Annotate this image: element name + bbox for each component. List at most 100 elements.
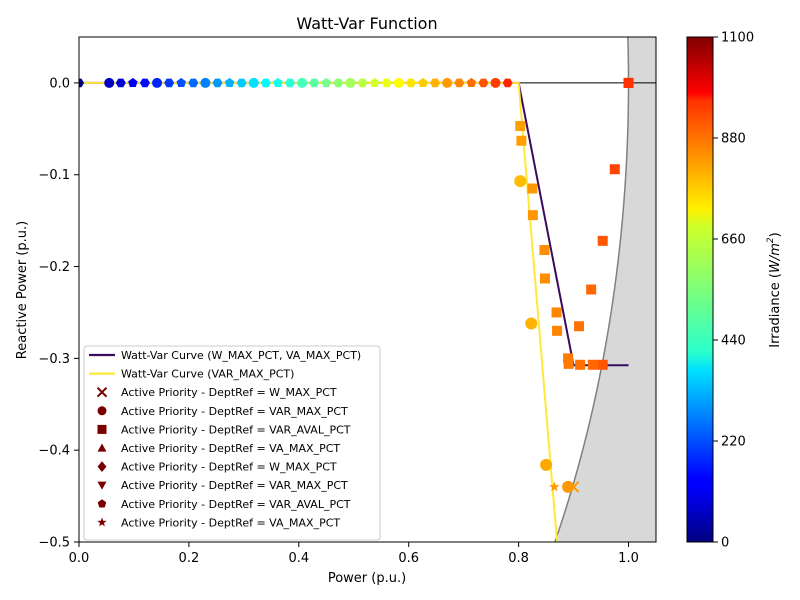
data-point-s0-0 [79,78,84,88]
colorbar-gradient [686,36,714,543]
data-point-s2-1 [516,135,527,146]
data-point-s0-10 [212,78,223,88]
data-point-s0-26 [405,78,416,88]
data-point-s0-24 [381,78,392,88]
data-point-s0-8 [188,78,199,88]
legend-label-8: Active Priority - DeptRef = VAR_AVAL_PCT [121,498,351,511]
legend-box [83,345,381,541]
data-point-s0-28 [430,78,441,88]
x-tick-label-3: 0.6 [398,551,419,566]
x-tick-label-4: 0.8 [508,551,529,566]
data-point-s2-2 [527,183,538,194]
colorbar-label-prefix: Irradiance ( [768,273,783,348]
data-point-s0-2 [115,78,126,88]
operating-points [79,77,634,493]
legend-swatch-3 [97,406,107,416]
legend-swatch-2 [96,386,108,398]
data-point-s2-10 [574,321,585,332]
data-point-s0-19 [321,77,332,87]
y-tick-label-5: −0.5 [38,536,70,551]
data-point-s0-15 [273,77,283,87]
x-axis: 0.0 0.2 0.4 0.6 0.8 1.0 [69,542,639,566]
colorbar-tick-label-2: 440 [721,334,746,349]
y-axis-label: Reactive Power (p.u.) [15,221,30,359]
colorbar-tick-label-3: 660 [721,233,746,248]
y-tick-label-3: −0.3 [38,352,70,367]
data-point-s2-15 [597,359,608,370]
data-point-s1-0 [514,175,527,188]
data-point-s0-11 [224,77,235,87]
data-point-s0-5 [152,77,163,88]
plot-frame [78,36,657,543]
data-point-s2-12 [586,284,597,295]
y-tick-label-2: −0.2 [38,260,70,275]
data-point-s0-16 [285,78,296,88]
data-point-s0-3 [128,77,138,87]
legend-label-3: Active Priority - DeptRef = VAR_MAX_PCT [121,405,348,418]
colorbar-tick-label-0: 0 [721,536,729,551]
data-point-s0-34 [502,78,513,88]
chart-title: Watt-Var Function [296,14,437,33]
y-tick-label-0: 0.0 [49,76,70,91]
data-point-s0-4 [139,78,150,88]
data-point-s0-6 [164,78,175,88]
y-tick-label-4: −0.4 [38,444,70,459]
data-point-s0-17 [297,77,308,88]
data-point-s0-30 [454,78,465,88]
legend-swatch-8 [97,499,107,508]
data-point-s3-2 [623,77,634,88]
legend-swatch-7 [97,481,107,490]
data-point-s3-1 [567,481,580,493]
legend-swatch-9 [97,517,107,527]
data-point-s2-9 [563,358,574,369]
data-point-s0-29 [442,77,453,88]
data-point-s2-8 [563,353,574,364]
legend-label-5: Active Priority - DeptRef = VA_MAX_PCT [121,442,340,455]
data-point-s1-2 [540,458,553,471]
data-point-s2-13 [587,359,598,370]
colorbar-tick-label-4: 880 [721,132,746,147]
colorbar-ticks: 0 220 440 660 880 1100 [713,31,754,551]
legend-label-1: Watt-Var Curve (VAR_MAX_PCT) [121,368,294,381]
data-point-s2-7 [552,325,563,336]
data-point-s0-9 [200,77,211,88]
y-axis: 0.0 −0.1 −0.2 −0.3 −0.4 −0.5 [38,76,79,551]
legend-label-2: Active Priority - DeptRef = W_MAX_PCT [121,386,337,399]
data-point-s0-20 [333,78,344,88]
legend-swatch-4 [97,424,107,434]
data-point-s0-13 [248,77,259,88]
x-tick-label-1: 0.2 [179,551,200,566]
data-point-s0-7 [176,77,186,87]
data-point-s2-11 [575,359,586,370]
data-point-s0-31 [466,77,477,87]
legend-swatch-6 [97,461,107,472]
data-point-s0-22 [357,78,368,88]
data-point-s2-4 [539,245,550,256]
data-point-s3-0 [549,481,560,492]
data-point-s2-14 [597,235,608,246]
data-point-s2-6 [551,307,562,318]
data-point-s1-1 [525,317,538,330]
legend-label-0: Watt-Var Curve (W_MAX_PCT, VA_MAX_PCT) [121,349,361,362]
data-point-s0-21 [345,77,356,88]
colorbar-label-suffix: ) [768,232,783,237]
x-tick-label-0: 0.0 [69,551,90,566]
colorbar-tick-label-1: 220 [721,435,746,450]
data-point-s0-23 [369,77,380,87]
colorbar-label-unit: W/m [768,243,783,273]
colorbar-tick-label-5: 1100 [721,31,754,46]
data-point-s2-3 [527,210,538,221]
data-point-s0-32 [478,78,489,88]
legend: Watt-Var Curve (W_MAX_PCT, VA_MAX_PCT) Wa… [83,345,381,541]
x-tick-label-5: 1.0 [618,551,639,566]
legend-label-4: Active Priority - DeptRef = VAR_AVAL_PCT [121,423,351,436]
data-point-s2-5 [539,273,550,284]
y-tick-label-1: −0.1 [38,168,70,183]
data-point-s0-14 [260,78,271,88]
colorbar-label-exp: 2 [766,237,776,243]
data-point-s0-27 [418,77,428,87]
legend-swatch-5 [97,443,107,452]
data-point-s2-16 [609,164,620,175]
data-point-s0-12 [236,78,247,88]
